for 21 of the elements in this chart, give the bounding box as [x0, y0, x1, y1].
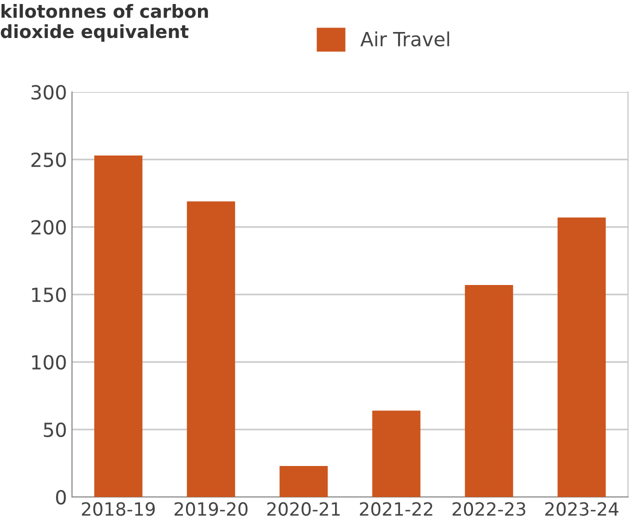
x-tick-label: 2023-24 — [545, 502, 618, 516]
bar — [186, 201, 236, 497]
y-axis-title: kilotonnes of carbon dioxide equivalent — [0, 4, 208, 42]
bar — [280, 466, 328, 497]
y-tick-label: 200 — [31, 220, 66, 235]
x-tick-label: 2022-23 — [452, 502, 526, 516]
x-tick-label: 2021-22 — [360, 502, 432, 516]
y-tick-label: 150 — [32, 287, 66, 302]
x-tick-label: 2020-21 — [267, 502, 340, 516]
y-tick-label: 300 — [32, 84, 66, 100]
y-tick-label: 50 — [44, 422, 66, 438]
y-tick-label: 250 — [31, 152, 66, 168]
bar — [558, 218, 606, 497]
legend-label: Air Travel — [360, 31, 450, 46]
y-tick-label: 0 — [56, 490, 66, 505]
bar — [372, 410, 420, 497]
x-tick-label: 2019-20 — [174, 502, 248, 516]
bar — [464, 285, 514, 497]
x-tick-label: 2018-19 — [82, 502, 155, 516]
y-tick-label: 100 — [32, 354, 66, 370]
bar — [94, 155, 142, 497]
